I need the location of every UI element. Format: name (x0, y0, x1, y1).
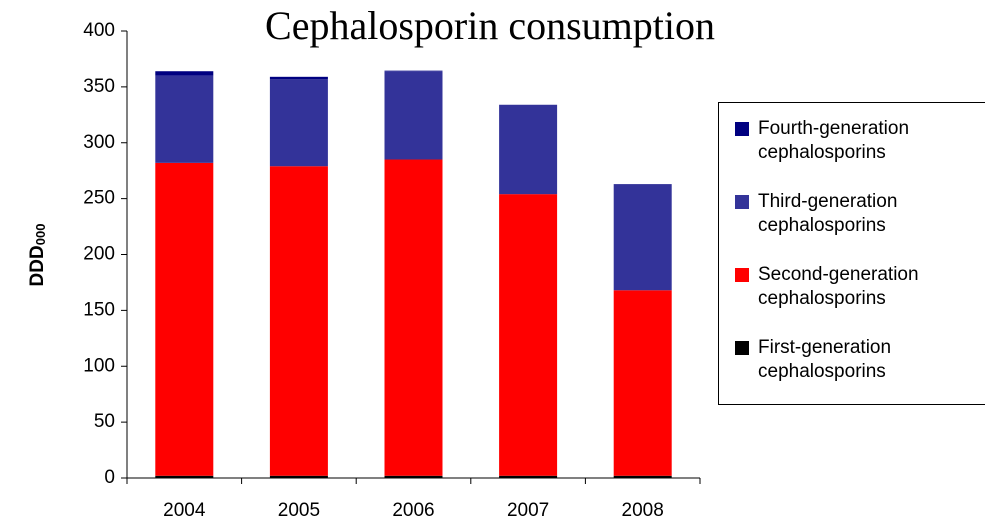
bar-segment (384, 71, 443, 160)
bar-segment (269, 76, 328, 80)
y-tick-label: 400 (83, 20, 115, 41)
bar-segment (384, 70, 443, 72)
x-tick-label: 2005 (278, 500, 320, 521)
bar-segment (269, 79, 328, 167)
y-tick-label: 200 (83, 244, 115, 265)
bar-segment (613, 184, 672, 291)
chart-title: Cephalosporin consumption (265, 3, 715, 48)
bar-segment (155, 475, 214, 478)
legend: Fourth-generation cephalosporins Third-ge… (718, 102, 985, 405)
bar-segment (155, 75, 214, 163)
x-tick-label: 2004 (163, 500, 206, 521)
legend-label: Second-generation cephalosporins (758, 264, 919, 309)
legend-swatch (735, 268, 749, 282)
bar-segment (155, 71, 214, 76)
bar-segment (499, 104, 558, 195)
y-tick-label: 150 (83, 299, 115, 320)
x-tick-label: 2006 (392, 500, 434, 521)
bar-segment (499, 475, 558, 478)
bar-segment (613, 475, 672, 478)
legend-swatch (735, 195, 749, 209)
y-tick-label: 50 (94, 411, 115, 432)
y-tick-label: 0 (104, 467, 115, 488)
bar-segment (613, 290, 672, 476)
legend-label: Fourth-generation cephalosporins (758, 118, 910, 163)
bar-segment (155, 162, 214, 476)
bar-segment (384, 475, 443, 478)
y-tick-label: 250 (83, 188, 115, 209)
legend-swatch (735, 122, 749, 136)
x-tick-label: 2008 (622, 500, 664, 521)
y-tick-label: 300 (83, 132, 115, 153)
y-axis-label: DDD000 (27, 224, 48, 287)
bar-segment (384, 159, 443, 476)
y-tick-label: 350 (83, 76, 115, 97)
y-axis-label-main: DDD (27, 245, 48, 286)
legend-label: First-generation cephalosporins (758, 337, 892, 382)
y-tick-label: 100 (83, 355, 115, 376)
legend-label: Third-generation cephalosporins (758, 191, 898, 236)
bar-segment (269, 166, 328, 476)
y-axis-label-subscript: 000 (33, 224, 48, 246)
x-tick-label: 2007 (507, 500, 549, 521)
bar-segment (269, 475, 328, 478)
legend-swatch (735, 341, 749, 355)
bar-segment (499, 194, 558, 476)
